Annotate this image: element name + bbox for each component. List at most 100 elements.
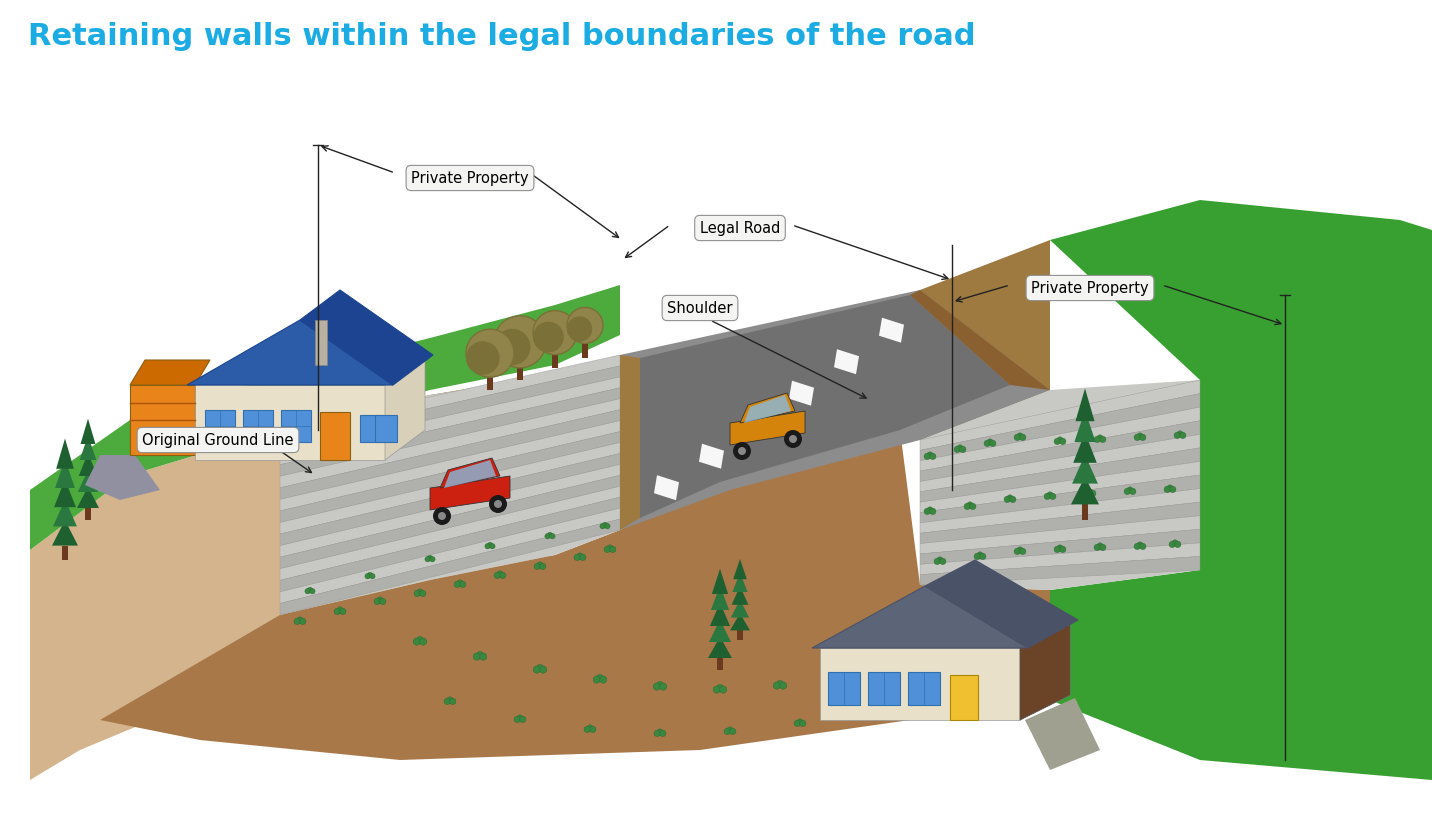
Circle shape (1164, 486, 1170, 493)
Circle shape (600, 524, 606, 529)
Circle shape (567, 308, 603, 344)
Circle shape (480, 653, 487, 661)
Circle shape (1140, 543, 1146, 550)
Polygon shape (53, 500, 77, 526)
Circle shape (713, 686, 720, 693)
Circle shape (465, 341, 500, 374)
Polygon shape (281, 377, 620, 465)
Circle shape (1174, 541, 1181, 548)
Polygon shape (256, 440, 263, 450)
Circle shape (540, 563, 546, 570)
Circle shape (1014, 435, 1021, 440)
Circle shape (454, 581, 460, 587)
Circle shape (1050, 493, 1055, 500)
Polygon shape (1025, 698, 1100, 770)
Circle shape (1140, 435, 1146, 440)
Circle shape (796, 719, 803, 725)
Polygon shape (205, 410, 235, 442)
Circle shape (984, 440, 991, 446)
Circle shape (937, 557, 944, 563)
Polygon shape (80, 419, 96, 444)
Polygon shape (732, 573, 748, 592)
Polygon shape (54, 480, 76, 507)
Polygon shape (730, 613, 750, 631)
Polygon shape (281, 388, 620, 476)
Circle shape (1060, 546, 1065, 553)
Circle shape (450, 698, 455, 705)
Circle shape (537, 562, 543, 568)
Polygon shape (919, 380, 1200, 450)
Polygon shape (130, 385, 195, 455)
Polygon shape (56, 439, 74, 469)
Circle shape (924, 453, 931, 460)
Polygon shape (375, 415, 397, 442)
Polygon shape (640, 295, 1010, 518)
Circle shape (520, 716, 526, 722)
Polygon shape (1073, 455, 1098, 484)
Circle shape (577, 553, 583, 559)
Circle shape (1177, 431, 1183, 437)
Polygon shape (251, 420, 271, 440)
Circle shape (789, 435, 798, 443)
Polygon shape (919, 475, 1200, 523)
Circle shape (1134, 543, 1140, 550)
Polygon shape (699, 444, 725, 469)
Polygon shape (868, 672, 899, 705)
Text: Legal Road: Legal Road (700, 220, 780, 235)
Circle shape (1100, 545, 1106, 550)
Circle shape (574, 555, 580, 560)
Circle shape (1014, 548, 1021, 555)
Circle shape (929, 508, 937, 515)
Circle shape (1100, 436, 1106, 443)
Polygon shape (812, 586, 1028, 648)
Polygon shape (385, 355, 425, 460)
Circle shape (1054, 546, 1060, 553)
Circle shape (1010, 496, 1015, 503)
Polygon shape (281, 410, 311, 442)
Circle shape (660, 731, 666, 736)
Polygon shape (281, 508, 620, 604)
Polygon shape (919, 515, 1200, 554)
Polygon shape (710, 585, 729, 610)
Polygon shape (710, 603, 730, 626)
Text: Shoulder: Shoulder (667, 300, 733, 315)
Text: Original Ground Line: Original Ground Line (142, 433, 294, 448)
Polygon shape (30, 285, 620, 550)
Circle shape (869, 706, 876, 712)
Polygon shape (919, 420, 1200, 481)
Polygon shape (243, 410, 274, 442)
Circle shape (308, 587, 312, 593)
Polygon shape (925, 560, 1078, 648)
Circle shape (414, 590, 421, 596)
Circle shape (604, 524, 610, 529)
Circle shape (488, 495, 507, 513)
Circle shape (610, 546, 616, 553)
Polygon shape (1073, 433, 1097, 463)
Polygon shape (654, 475, 679, 500)
Circle shape (654, 731, 660, 736)
Circle shape (994, 626, 1001, 633)
Circle shape (967, 502, 974, 508)
Circle shape (309, 589, 315, 594)
Circle shape (494, 500, 503, 508)
Text: Private Property: Private Property (1031, 280, 1148, 295)
Circle shape (1180, 432, 1186, 439)
Polygon shape (919, 394, 1200, 460)
Circle shape (1127, 487, 1133, 493)
Polygon shape (281, 355, 620, 615)
Polygon shape (821, 648, 1020, 720)
Circle shape (514, 716, 520, 722)
Polygon shape (188, 320, 392, 385)
Circle shape (517, 715, 523, 721)
Circle shape (546, 534, 550, 539)
Polygon shape (281, 431, 620, 522)
Circle shape (533, 310, 577, 354)
Circle shape (590, 726, 596, 732)
Polygon shape (195, 385, 385, 460)
Circle shape (779, 682, 786, 689)
Circle shape (438, 512, 445, 520)
Polygon shape (304, 357, 316, 375)
Circle shape (1097, 543, 1103, 549)
Circle shape (596, 675, 604, 681)
Circle shape (500, 572, 505, 579)
